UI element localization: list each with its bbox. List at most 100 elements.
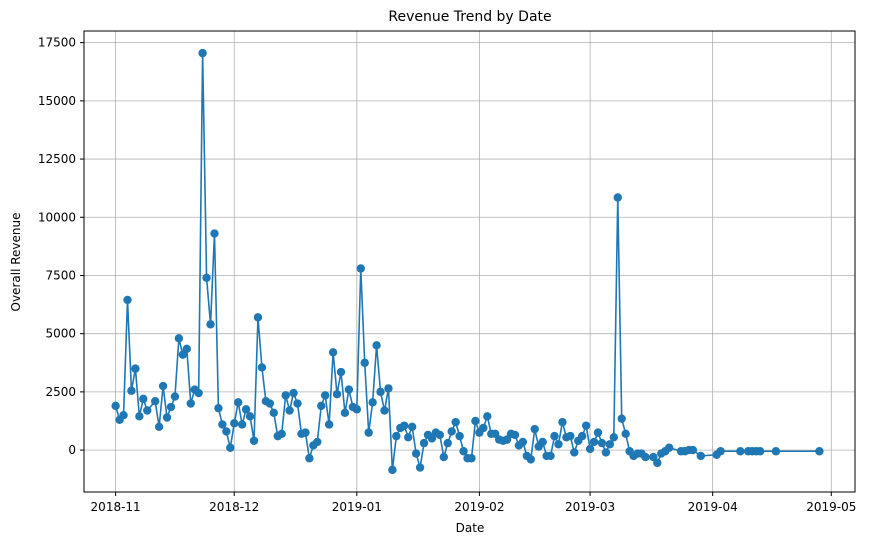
data-point — [510, 430, 520, 440]
y-axis-label: Overall Revenue — [9, 213, 23, 312]
data-point — [479, 423, 488, 433]
data-point — [664, 443, 674, 452]
data-point — [688, 445, 698, 455]
x-tick-label: 2019-04 — [688, 500, 738, 514]
data-point — [234, 398, 243, 407]
data-point — [589, 437, 599, 447]
data-point — [198, 48, 207, 58]
data-point — [293, 399, 302, 408]
data-point — [139, 394, 148, 404]
x-tick-label: 2019-03 — [565, 500, 615, 514]
data-point — [249, 436, 259, 445]
y-tick-label: 0 — [68, 443, 76, 457]
data-point — [653, 458, 662, 468]
data-point — [111, 401, 120, 411]
data-point — [245, 412, 255, 421]
data-point — [593, 428, 603, 437]
y-tick-label: 7500 — [45, 268, 76, 282]
x-axis-label: Date — [456, 521, 485, 535]
data-point — [324, 420, 334, 429]
y-tick-label: 17500 — [38, 36, 76, 50]
data-point — [202, 273, 211, 282]
data-point — [285, 406, 294, 415]
data-point — [182, 344, 191, 354]
data-point — [518, 437, 528, 447]
data-point — [364, 428, 373, 437]
x-tick-label: 2019-05 — [806, 500, 856, 514]
data-point — [210, 229, 219, 238]
data-point — [123, 295, 132, 305]
data-point — [317, 401, 326, 411]
data-point — [585, 444, 595, 454]
data-point — [376, 387, 385, 397]
y-tick-label: 2500 — [45, 385, 76, 399]
data-point — [407, 422, 417, 432]
data-point — [755, 447, 765, 456]
data-point — [411, 449, 421, 458]
data-point — [206, 320, 215, 329]
data-point — [617, 414, 626, 423]
series-revenue — [111, 48, 824, 475]
data-point — [483, 412, 492, 421]
data-point — [581, 421, 591, 430]
data-point — [305, 454, 314, 463]
chart-title: Revenue Trend by Date — [388, 9, 551, 25]
y-tick-label: 15000 — [38, 94, 76, 108]
data-point — [558, 417, 567, 427]
data-point — [222, 427, 231, 436]
data-point — [471, 416, 480, 426]
data-point — [538, 437, 547, 447]
data-point — [237, 420, 247, 429]
data-point — [127, 386, 136, 395]
data-point — [289, 388, 298, 398]
data-point — [641, 452, 650, 462]
data-point — [601, 448, 611, 457]
data-point — [218, 420, 227, 429]
data-point — [170, 392, 180, 401]
data-point — [609, 433, 619, 442]
data-point — [230, 419, 239, 428]
data-point — [566, 431, 575, 441]
x-tick-label: 2019-01 — [332, 500, 382, 514]
data-point — [577, 431, 587, 441]
data-point — [554, 440, 563, 449]
data-point — [194, 388, 203, 398]
data-point — [621, 429, 630, 438]
data-point — [613, 193, 622, 202]
data-point — [281, 391, 290, 400]
data-point — [360, 358, 369, 367]
data-point — [174, 334, 184, 343]
x-axis: 2018-11 2018-12 2019-01 2019-02 2019-03 2019-… — [91, 492, 856, 514]
data-point — [550, 431, 559, 441]
data-point — [815, 447, 824, 456]
data-point — [352, 405, 362, 414]
data-point — [447, 427, 456, 436]
data-point — [162, 413, 172, 422]
plot-frame — [83, 30, 856, 493]
data-point — [154, 422, 164, 432]
data-point — [166, 402, 176, 412]
data-point — [384, 384, 393, 393]
data-point — [336, 367, 346, 377]
data-point — [570, 448, 579, 457]
data-point — [435, 430, 445, 440]
data-point — [328, 348, 338, 357]
data-point — [415, 463, 425, 472]
data-point — [546, 451, 555, 461]
data-point — [135, 412, 144, 421]
data-point — [459, 447, 468, 456]
y-tick-label: 10000 — [38, 210, 76, 224]
data-point — [439, 452, 448, 462]
data-point — [226, 443, 235, 452]
data-point — [214, 403, 223, 413]
data-point — [301, 428, 310, 437]
data-point — [597, 438, 607, 448]
data-point — [158, 381, 168, 391]
y-tick-label: 5000 — [45, 327, 76, 341]
data-point — [404, 433, 413, 442]
data-point — [467, 454, 476, 463]
data-point — [771, 447, 781, 456]
y-tick-label: 12500 — [38, 152, 76, 166]
data-point — [186, 399, 195, 408]
data-point — [143, 406, 152, 415]
